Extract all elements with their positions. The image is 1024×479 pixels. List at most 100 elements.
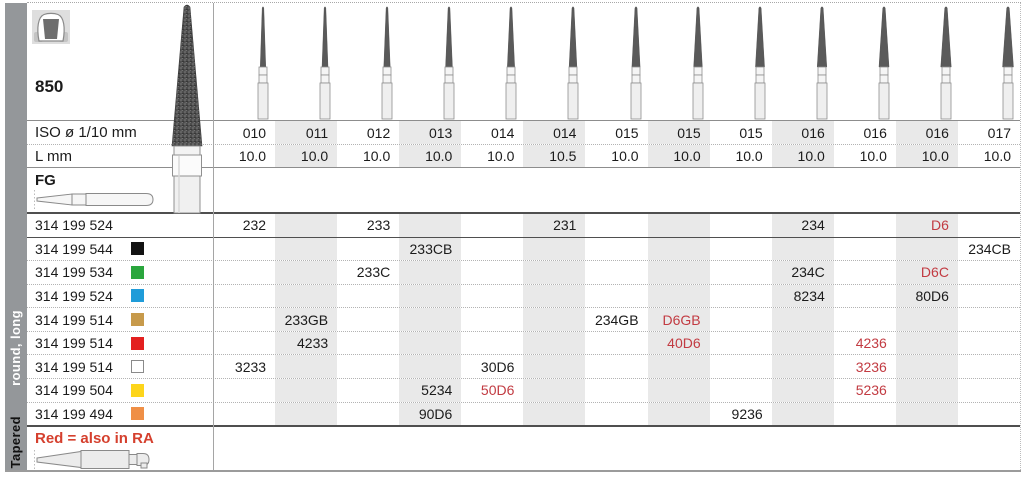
product-code-cell [710,332,772,355]
product-code-cell [895,378,958,402]
product-codes: 232 233 231 234 D6 [213,214,1020,237]
product-code-cell [275,214,338,237]
bur-icon [630,6,641,120]
product-code-cell [958,214,1020,237]
product-code-cell [710,308,772,331]
product-label: 314 199 514 [27,355,213,378]
product-code-cell: 8234 [771,284,834,308]
iso-value-cell: 015 [647,121,710,144]
bur-icon [381,6,393,120]
product-codes: 8234 80D6 [213,284,1020,308]
tooth-crown-icon [32,10,70,49]
code-text: 233C [356,264,391,281]
figure-number: 850 [35,77,64,96]
bur-image-cell [958,3,1020,120]
product-code-cell [771,402,834,426]
iso-label: ISO ø 1/10 mm [35,124,137,141]
product-code-cell [585,379,647,402]
product-codes: 233C 234C D6C [213,261,1020,284]
product-code-cell: 80D6 [895,284,958,308]
product-code-cell [213,403,275,426]
length-value-cell: 10.0 [337,145,399,167]
bur-icon [505,6,517,120]
product-code-cell [710,285,772,308]
ra-shank-icon [33,448,159,477]
product-code-cell [213,238,275,261]
product-code-cell: 233 [337,214,399,237]
length-value-cell: 10.0 [275,145,338,167]
product-code-cell [771,237,834,261]
code-text: 010 [242,124,267,141]
product-code-cell [523,402,586,426]
code-text: 10.5 [549,148,577,164]
grid-left-divider [213,3,214,470]
red-ra-note: Red = also in RA [35,430,154,447]
code-text: 10.0 [611,148,639,164]
product-code-cell: 50D6 [461,379,523,402]
code-text: 234C [791,264,825,281]
bur-icon [1002,6,1014,120]
product-table: 314 199 524 232 233 231 234 D6 314 199 544 233C… [27,214,1020,426]
product-code-cell [275,355,338,378]
product-code-cell [647,355,710,378]
code-text: 015 [739,124,763,141]
product-code-cell [585,285,647,308]
code-text: 10.0 [797,148,825,164]
code-text: 016 [863,124,887,141]
grit-color-chip-yellow [131,383,144,397]
product-code-cell [461,285,523,308]
code-text: 50D6 [480,382,515,399]
order-code: 314 199 514 [35,311,113,328]
product-code-cell: 4233 [275,331,338,355]
product-code-cell [958,355,1020,378]
product-label: 314 199 524 [27,214,213,237]
product-code-cell [399,308,462,331]
product-code-cell [461,214,523,237]
product-code-cell: 231 [523,214,586,237]
grip-row: FG [27,168,1020,214]
code-text: 40D6 [667,335,701,352]
product-code-cell [213,285,275,308]
product-code-cell [895,331,958,355]
product-code-cell: 233C [337,261,399,284]
product-code-cell [213,308,275,331]
iso-value-cell: 015 [585,121,647,144]
bur-image-cell [896,3,958,120]
iso-value-cell: 017 [958,121,1020,144]
grit-color-chip-gold [131,313,144,327]
product-code-cell [958,332,1020,355]
product-code-cell: 234C [771,261,834,284]
product-code-cell [585,214,647,237]
product-code-cell: 5236 [834,379,896,402]
fg-shank-icon [33,190,159,215]
length-row: L mm 10.0 10.0 10.0 10.0 10.0 10.5 10.0 10.0 10.… [27,145,1020,168]
product-code-cell [399,331,462,355]
code-text: 10.0 [859,148,887,164]
bur-image-cell [461,3,523,120]
product-code-cell [461,261,523,284]
iso-value-cell: 016 [834,121,896,144]
bur-image-cell [585,3,647,120]
category-label: Tapered [8,415,23,468]
product-code-cell [895,355,958,378]
code-text: 016 [925,124,949,141]
bur-icon [816,6,828,120]
code-text: 232 [242,217,267,234]
length-value-cell: 10.0 [461,145,523,167]
product-code-cell [523,237,586,261]
order-code: 314 199 544 [35,240,113,257]
iso-value-cell: 016 [771,121,834,144]
product-label: 314 199 514 [27,308,213,331]
product-code-cell [337,332,399,355]
product-label: 314 199 534 [27,261,213,284]
product-code-cell [275,261,338,284]
bur-image-cell [213,3,275,120]
code-text: 015 [677,124,701,141]
product-code-cell [771,378,834,402]
product-row: 314 199 524 8234 80D6 [27,283,1020,308]
product-code-cell: 234 [771,214,834,237]
bur-row [213,3,1020,120]
product-row: 314 199 544 233CB 234CB [27,236,1020,261]
code-text: 10.0 [921,148,949,164]
